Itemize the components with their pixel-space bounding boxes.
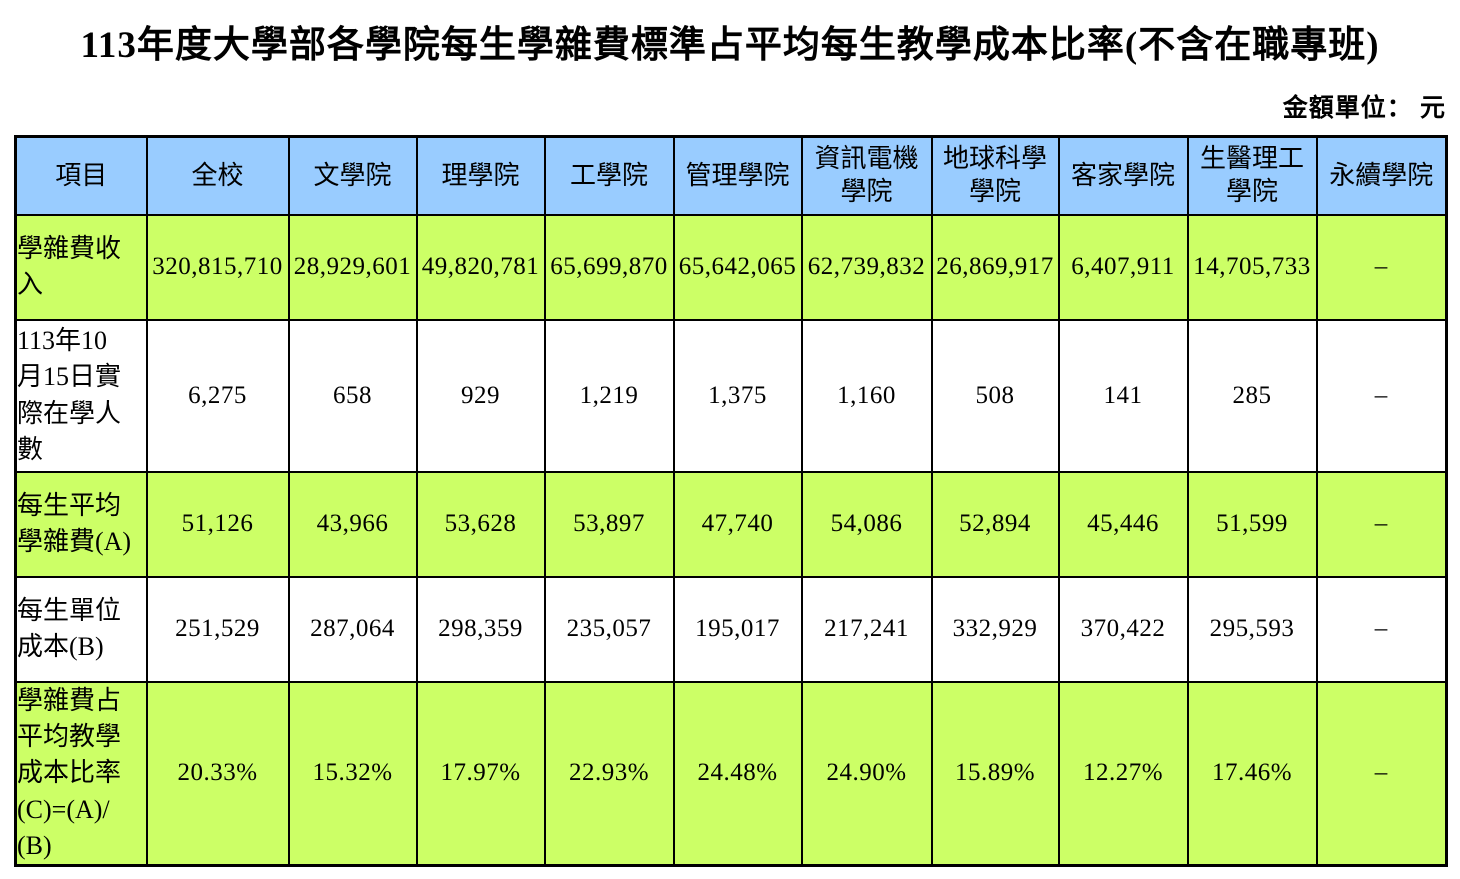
table-cell: 6,407,911 [1057, 213, 1189, 321]
header-college-engineering: 工學院 [543, 135, 675, 216]
table-cell: 298,359 [415, 575, 546, 683]
header-college-management: 管理學院 [672, 135, 803, 216]
table-cell: 17.46% [1186, 680, 1318, 867]
table-cell: 65,699,870 [543, 213, 675, 321]
table-cell: 195,017 [672, 575, 803, 683]
table-cell: 28,929,601 [287, 213, 418, 321]
table-cell: – [1315, 470, 1448, 578]
row-label: 學雜費收 入 [14, 213, 148, 321]
header-college-hakka: 客家學院 [1057, 135, 1189, 216]
table-cell: 47,740 [672, 470, 803, 578]
table-cell: 1,375 [672, 318, 803, 473]
currency-unit-note: 金額單位： 元 [1282, 95, 1446, 122]
table-cell: – [1315, 318, 1448, 473]
table-cell: 320,815,710 [145, 213, 290, 321]
row-label: 113年10 月15日實 際在學人 數 [14, 318, 148, 473]
table-cell: 1,160 [800, 318, 933, 473]
page-title: 113年度大學部各學院每生學雜費標準占平均每生教學成本比率(不含在職專班) [80, 25, 1380, 66]
header-row: 項目 全校 文學院 理學院 工學院 管理學院 資訊電機 學院 地球科學 學院 客… [14, 135, 1448, 216]
table-cell: 15.89% [930, 680, 1060, 867]
table-cell: 141 [1057, 318, 1189, 473]
header-college-biomedical: 生醫理工 學院 [1186, 135, 1318, 216]
table-cell: 285 [1186, 318, 1318, 473]
table-cell: 17.97% [415, 680, 546, 867]
header-all-school: 全校 [145, 135, 290, 216]
table-cell: 6,275 [145, 318, 290, 473]
table-cell: 54,086 [800, 470, 933, 578]
table-cell: 51,126 [145, 470, 290, 578]
table-cell: 217,241 [800, 575, 933, 683]
table-cell: 15.32% [287, 680, 418, 867]
table-cell: 45,446 [1057, 470, 1189, 578]
table-cell: 26,869,917 [930, 213, 1060, 321]
table-cell: 251,529 [145, 575, 290, 683]
table-cell: 53,897 [543, 470, 675, 578]
table-cell: 24.90% [800, 680, 933, 867]
table-cell: 332,929 [930, 575, 1060, 683]
table-cell: 508 [930, 318, 1060, 473]
table-cell: 20.33% [145, 680, 290, 867]
table-cell: 43,966 [287, 470, 418, 578]
row-label: 每生單位 成本(B) [14, 575, 148, 683]
table-cell: 295,593 [1186, 575, 1318, 683]
table-cell: 65,642,065 [672, 213, 803, 321]
table-cell: – [1315, 680, 1448, 867]
table-cell: 658 [287, 318, 418, 473]
table-cell: 22.93% [543, 680, 675, 867]
table-cell: 53,628 [415, 470, 546, 578]
table-cell: 12.27% [1057, 680, 1189, 867]
header-college-ee-cs: 資訊電機 學院 [800, 135, 933, 216]
table-cell: 1,219 [543, 318, 675, 473]
header-college-earth-science: 地球科學 學院 [930, 135, 1060, 216]
row-unit-cost-per-student: 每生單位 成本(B) 251,529 287,064 298,359 235,0… [14, 575, 1448, 683]
table-cell: 51,599 [1186, 470, 1318, 578]
header-college-science: 理學院 [415, 135, 546, 216]
header-college-liberal-arts: 文學院 [287, 135, 418, 216]
table-cell: 14,705,733 [1186, 213, 1318, 321]
table-cell: 929 [415, 318, 546, 473]
row-tuition-to-cost-ratio: 學雜費占 平均教學 成本比率 (C)=(A)/ (B) 20.33% 15.32… [14, 680, 1448, 867]
table-cell: 235,057 [543, 575, 675, 683]
row-avg-tuition-per-student: 每生平均 學雜費(A) 51,126 43,966 53,628 53,897 … [14, 470, 1448, 578]
tuition-cost-ratio-table: 項目 全校 文學院 理學院 工學院 管理學院 資訊電機 學院 地球科學 學院 客… [14, 135, 1448, 868]
table-cell: – [1315, 575, 1448, 683]
table-cell: 287,064 [287, 575, 418, 683]
header-college-sustainability: 永續學院 [1315, 135, 1448, 216]
row-enrolled-students: 113年10 月15日實 際在學人 數 6,275 658 929 1,219 … [14, 318, 1448, 473]
table-cell: 62,739,832 [800, 213, 933, 321]
row-label: 每生平均 學雜費(A) [14, 470, 148, 578]
table-cell: 370,422 [1057, 575, 1189, 683]
row-tuition-revenue: 學雜費收 入 320,815,710 28,929,601 49,820,781… [14, 213, 1448, 321]
header-item: 項目 [14, 135, 148, 216]
table-cell: – [1315, 213, 1448, 321]
table-cell: 24.48% [672, 680, 803, 867]
row-label: 學雜費占 平均教學 成本比率 (C)=(A)/ (B) [14, 680, 148, 867]
table-cell: 52,894 [930, 470, 1060, 578]
table-cell: 49,820,781 [415, 213, 546, 321]
